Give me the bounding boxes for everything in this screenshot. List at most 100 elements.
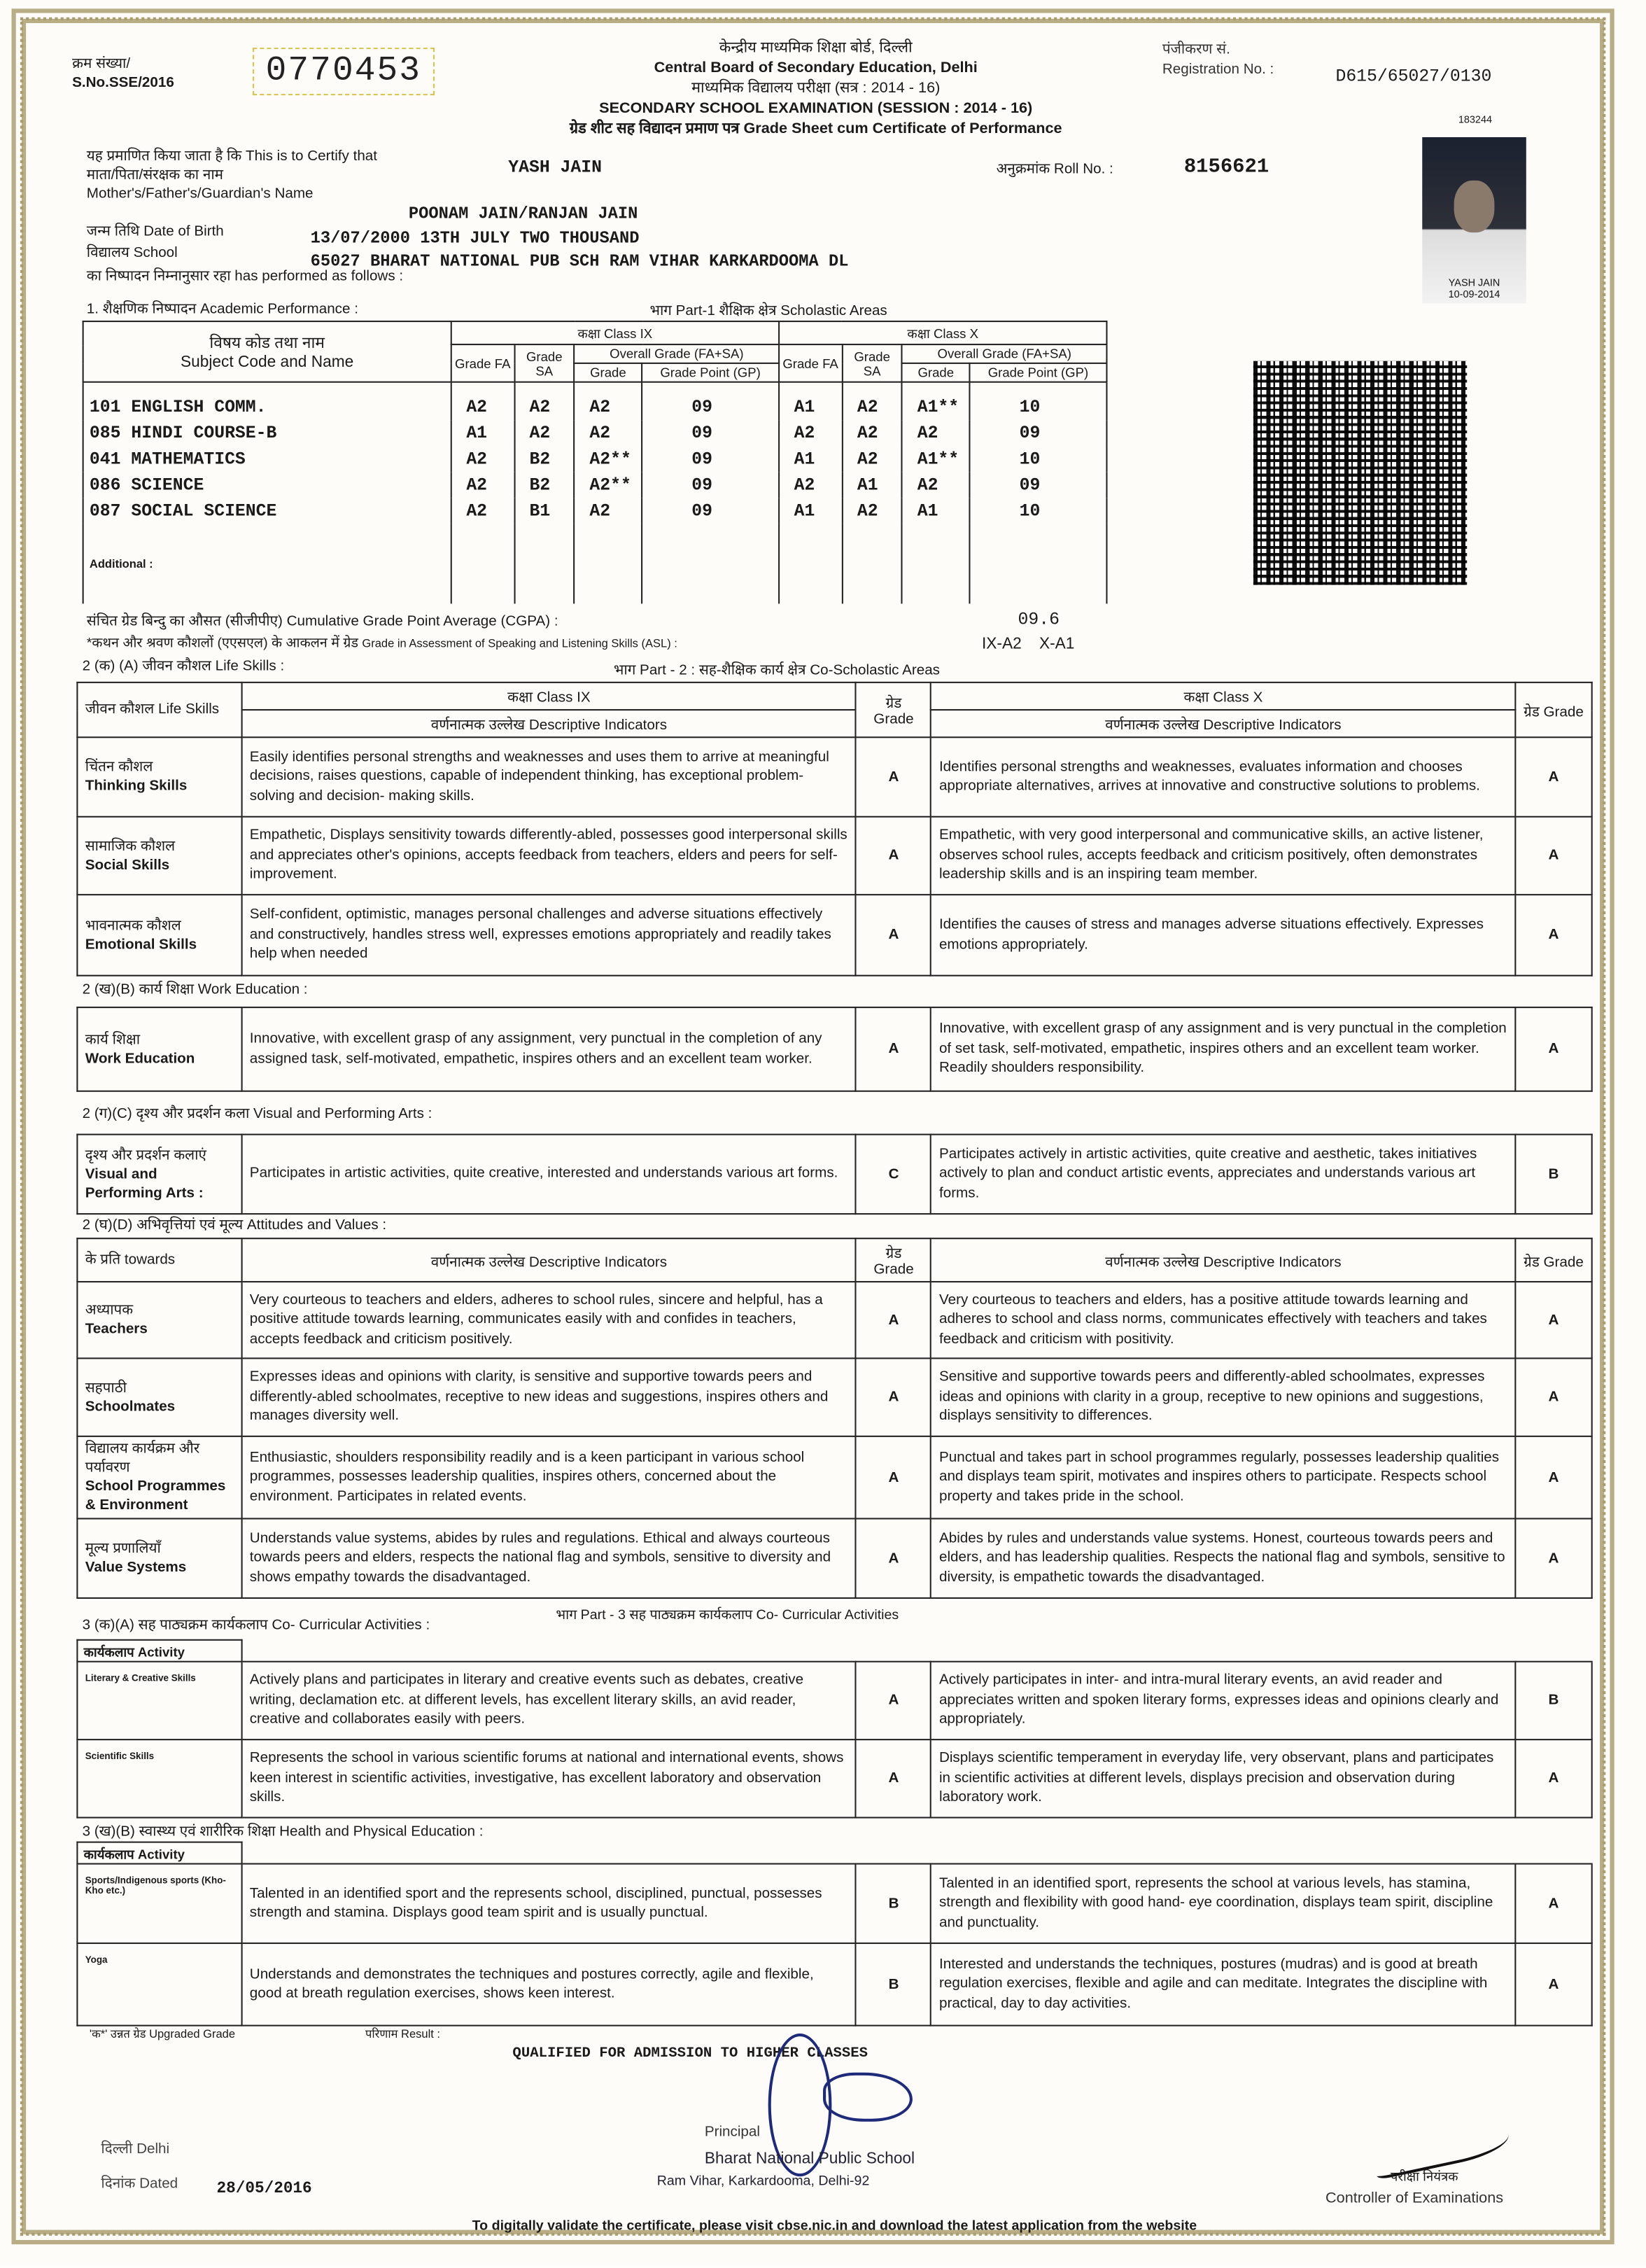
academic-heading: 1. शैक्षणिक निष्पादन Academic Performanc… xyxy=(86,302,358,318)
row-label-en: Emotional Skills xyxy=(85,936,197,953)
class-x-indicator: Abides by rules and understands value sy… xyxy=(930,1518,1517,1599)
header-row: वर्णनात्मक उल्लेख Descriptive Indicators… xyxy=(77,709,1591,738)
header-row: जीवन कौशल Life Skills कक्षा Class IX ग्रेड… xyxy=(76,681,1593,738)
indicator-row: भावनात्मक कौशल Emotional Skills Self-confi… xyxy=(76,894,1593,976)
class-ix-grade: A xyxy=(855,1357,932,1437)
board-header: केन्द्रीय माध्यमिक शिक्षा बोर्ड, दिल्ली … xyxy=(549,38,1083,139)
indicator-row: Scientific Skills Represents the school i… xyxy=(76,1739,1593,1819)
asl-label-hi: *कथन और श्रवण कौशलों (एएसएल) के आकलन में… xyxy=(86,635,358,652)
school-name: 65027 BHARAT NATIONAL PUB SCH RAM VIHAR … xyxy=(310,253,849,272)
activity-label: Sports/Indigenous sports (Kho-Kho etc.) xyxy=(76,1863,243,1945)
grade-cell: A2 xyxy=(513,382,575,421)
grade-cell: A2 xyxy=(450,446,515,472)
visual-table: दृश्य और प्रदर्शन कलाएं Visual and Perfor… xyxy=(76,1133,1593,1215)
grade-cell: B2 xyxy=(513,472,575,498)
class-x-grade: A xyxy=(1514,1739,1593,1819)
subject-name: 087 SOCIAL SCIENCE xyxy=(82,498,452,524)
performed-label: का निष्पादन निम्नानुसार रहा has performe… xyxy=(87,265,403,285)
indicator-row: चिंतन कौशल Thinking Skills Easily identifi… xyxy=(76,736,1593,818)
class-x-grade: A xyxy=(1514,1357,1593,1437)
grade-cell: A2 xyxy=(450,472,515,498)
grade-fa-header: Grade FA xyxy=(450,344,515,383)
class-x-grade: A xyxy=(1514,1942,1593,2026)
grade-cell: A2 xyxy=(450,382,515,421)
class-x-grade: A xyxy=(1514,1435,1593,1520)
empty-cell xyxy=(641,524,780,604)
subject-header-hi: विषय कोड तथा नाम xyxy=(209,335,325,353)
grade-header: ग्रेड Grade xyxy=(855,1238,932,1283)
grade-sa-header: Grade SA xyxy=(841,344,903,383)
row-label: सहपाठी Schoolmates xyxy=(76,1357,243,1437)
board-name-hi: केन्द्रीय माध्यमिक शिक्षा बोर्ड, दिल्ली xyxy=(719,38,913,57)
roll-number: 8156621 xyxy=(1183,155,1269,179)
exam-name: SECONDARY SCHOOL EXAMINATION (SESSION : … xyxy=(599,99,1033,118)
life-table: जीवन कौशल Life Skills कक्षा Class IX ग्रेड… xyxy=(76,681,1593,976)
part3-heading: भाग Part - 3 सह पाठ्यक्रम कार्यकलाप Co- … xyxy=(556,1607,899,1624)
header-row: कार्यकलाप Activity xyxy=(76,1639,1592,1662)
parent-label-hi: माता/पिता/संरक्षक का नाम xyxy=(86,167,224,184)
col-label-header: के प्रति towards xyxy=(76,1238,243,1283)
grade-cell: A2 xyxy=(450,498,515,524)
attitudes-heading: 2 (घ)(D) अभिवृत्तियां एवं मूल्य Attitude… xyxy=(82,1217,387,1233)
descriptive-header: वर्णनात्मक उल्लेख Descriptive Indicators xyxy=(930,1238,1517,1283)
grade-cell: A2 xyxy=(778,420,843,447)
class-x-grade: A xyxy=(1514,816,1593,896)
indicator-row: सामाजिक कौशल Social Skills Empathetic, Dis… xyxy=(76,816,1593,896)
grade-cell: A2 xyxy=(901,420,971,447)
row-label: कार्य शिक्षा Work Education xyxy=(76,1007,243,1092)
class-ix-grade: A xyxy=(855,736,932,818)
certify-label-hi: यह प्रमाणित किया जाता है कि xyxy=(86,148,242,165)
row-label-hi: कार्य शिक्षा xyxy=(85,1032,141,1048)
principal-school-address: Ram Vihar, Karkardooma, Delhi-92 xyxy=(656,2174,870,2190)
grade-cell: A1 xyxy=(841,472,903,498)
cgpa-value: 09.6 xyxy=(1018,609,1060,630)
board-name: Central Board of Secondary Education, De… xyxy=(654,59,978,77)
row-label-hi: चिंतन कौशल xyxy=(85,760,153,776)
grade-cell: A2 xyxy=(841,420,903,447)
grade-cell: A1 xyxy=(778,498,843,524)
subject-header-en: Subject Code and Name xyxy=(180,354,354,372)
grade-cell: B1 xyxy=(513,498,575,524)
grade-cell: A2 xyxy=(778,472,843,498)
controller-label-hi: परीक्षा नियंत्रक xyxy=(1390,2169,1458,2184)
class-ix-grade: A xyxy=(855,1007,932,1092)
descriptive-header: वर्णनात्मक उल्लेख Descriptive Indicators xyxy=(241,1238,857,1283)
serial-number: 0770453 xyxy=(253,48,435,96)
empty-cell xyxy=(778,524,843,604)
academic-table: विषय कोड तथा नाम Subject Code and Name कक… xyxy=(82,321,1108,604)
class-x-indicator: Empathetic, with very good interpersonal… xyxy=(930,816,1517,896)
class-x-grade: A xyxy=(1514,1863,1593,1945)
class-ix-header: कक्षा Class IX xyxy=(450,321,780,346)
additional-label: Additional : xyxy=(82,524,452,604)
row-label: भावनात्मक कौशल Emotional Skills xyxy=(76,894,243,976)
grade-header: Grade xyxy=(573,362,643,383)
grade-cell: A2 xyxy=(573,498,643,524)
parents-name: POONAM JAIN/RANJAN JAIN xyxy=(408,204,638,224)
row-label: अध्यापक Teachers xyxy=(76,1281,243,1359)
class-ix-indicator: Easily identifies personal strengths and… xyxy=(241,736,857,818)
class-x-indicator: Identifies the causes of stress and mana… xyxy=(930,894,1517,976)
subject-row: 085 HINDI COURSE-B A1 A2 A2 09 A2 A2 A2 09 xyxy=(82,420,1108,447)
decorative-border-inner xyxy=(20,17,1606,2236)
work-table: कार्य शिक्षा Work Education Innovative, wi… xyxy=(76,1007,1593,1092)
place: दिल्ली Delhi xyxy=(101,2141,170,2158)
class-ix-indicator: Innovative, with excellent grasp of any … xyxy=(241,1007,857,1092)
class-ix-grade: A xyxy=(855,1660,932,1741)
class-ix-indicator: Self-confident, optimistic, manages pers… xyxy=(241,894,857,976)
row-label-hi: दृश्य और प्रदर्शन कलाएं xyxy=(85,1147,206,1163)
grade-cell: B2 xyxy=(513,446,575,472)
serial-label-en: S.No.SSE/2016 xyxy=(72,75,174,91)
part1-heading: भाग Part-1 शैक्षिक क्षेत्र Scholastic Ar… xyxy=(649,303,887,319)
parent-label-en: Mother's/Father's/Guardian's Name xyxy=(86,186,314,202)
grade-header: ग्रेड Grade xyxy=(855,681,932,738)
row-label: मूल्य प्रणालियाँ Value Systems xyxy=(76,1518,243,1599)
activity-label: Scientific Skills xyxy=(76,1739,243,1819)
indicator-row: अध्यापक Teachers Very courteous to teacher… xyxy=(76,1281,1593,1359)
header-row: के प्रति towards वर्णनात्मक उल्लेख Descri… xyxy=(76,1238,1593,1283)
row-label-hi: सामाजिक कौशल xyxy=(85,838,176,855)
grade-cell: A2 xyxy=(513,420,575,447)
class-x-grade: A xyxy=(1514,1007,1593,1092)
registration-label-hi: पंजीकरण सं. xyxy=(1162,41,1230,58)
row-label-hi: सहपाठी xyxy=(85,1380,127,1396)
registration-label-en: Registration No. : xyxy=(1162,62,1274,78)
